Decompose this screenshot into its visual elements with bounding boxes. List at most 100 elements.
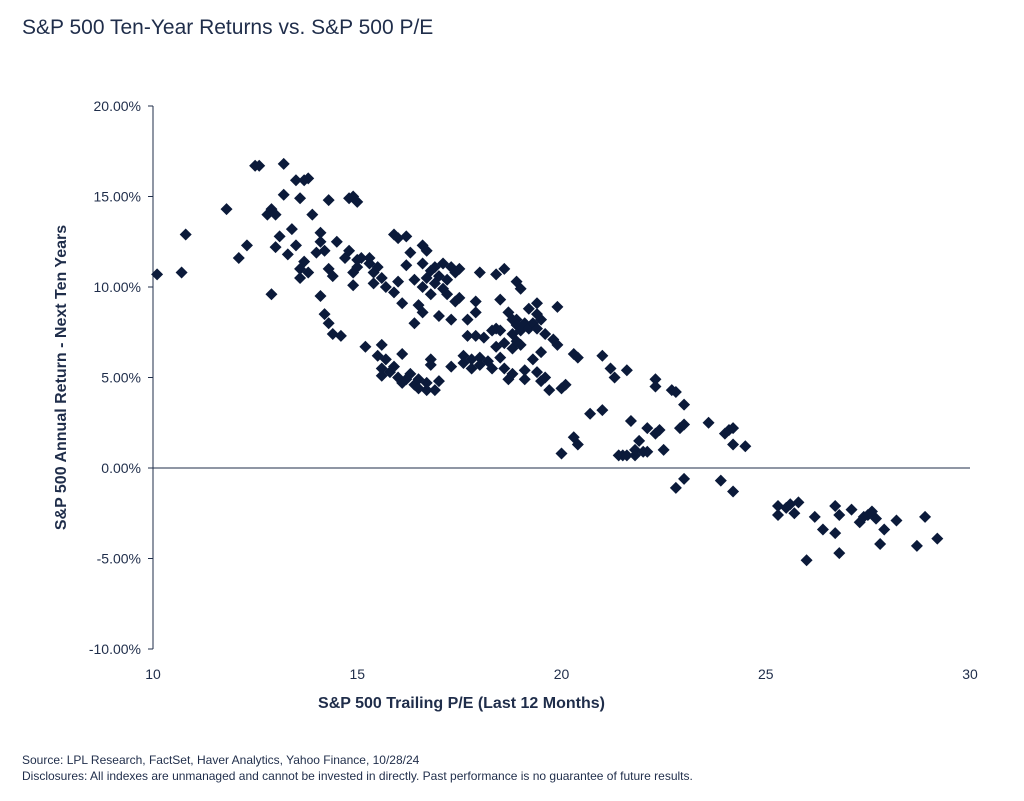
- data-point-diamond: [910, 539, 923, 552]
- data-point-diamond: [388, 286, 401, 299]
- data-point-diamond: [530, 297, 543, 310]
- source-note: Source: LPL Research, FactSet, Haver Ana…: [22, 753, 420, 767]
- x-tick-group: 10 15 20 25 30: [145, 666, 978, 682]
- data-point-diamond: [347, 279, 360, 292]
- data-point-diamond: [514, 338, 527, 351]
- data-point-diamond: [269, 241, 282, 254]
- data-point-diamond: [490, 268, 503, 281]
- data-point-diamond: [714, 474, 727, 487]
- data-point-diamond: [269, 208, 282, 221]
- data-point-diamond: [678, 398, 691, 411]
- data-point-diamond: [428, 384, 441, 397]
- data-point-diamond: [441, 273, 454, 286]
- data-point-diamond: [596, 404, 609, 417]
- axes: [152, 106, 970, 649]
- data-point-diamond: [739, 440, 752, 453]
- data-point-diamond: [816, 523, 829, 536]
- data-point-diamond: [874, 538, 887, 551]
- data-point-diamond: [408, 317, 421, 330]
- data-point-diamond: [526, 353, 539, 366]
- data-point-diamond: [441, 288, 454, 301]
- data-point-diamond: [453, 262, 466, 275]
- data-point-diamond: [604, 362, 617, 375]
- data-point-diamond: [351, 195, 364, 208]
- data-point-diamond: [535, 313, 548, 326]
- data-point-diamond: [559, 378, 572, 391]
- data-point-diamond: [424, 288, 437, 301]
- data-point-diamond: [571, 438, 584, 451]
- data-point-diamond: [424, 358, 437, 371]
- data-point-diamond: [514, 282, 527, 295]
- data-point-diamond: [530, 366, 543, 379]
- data-point-diamond: [678, 418, 691, 431]
- data-point-diamond: [375, 271, 388, 284]
- data-point-diamond: [412, 382, 425, 395]
- data-point-diamond: [281, 248, 294, 261]
- data-point-diamond: [649, 373, 662, 386]
- data-point-diamond: [669, 385, 682, 398]
- data-point-diamond: [367, 277, 380, 290]
- data-point-diamond: [641, 422, 654, 435]
- data-point-diamond: [829, 500, 842, 513]
- data-point-diamond: [518, 364, 531, 377]
- data-point-diamond: [232, 252, 245, 265]
- data-point-diamond: [502, 373, 515, 386]
- data-point-diamond: [530, 322, 543, 335]
- data-point-diamond: [522, 302, 535, 315]
- data-point-diamond: [555, 447, 568, 460]
- y-tick-label: 5.00%: [101, 370, 141, 386]
- data-point-diamond: [727, 485, 740, 498]
- data-point-diamond: [314, 226, 327, 239]
- data-point-diamond: [400, 259, 413, 272]
- data-point-diamond: [396, 297, 409, 310]
- data-point-diamond: [571, 351, 584, 364]
- data-point-diamond: [641, 445, 654, 458]
- data-point-diamond: [318, 308, 331, 321]
- data-point-diamond: [326, 270, 339, 283]
- data-point-diamond: [461, 313, 474, 326]
- data-point-diamond: [551, 300, 564, 313]
- data-point-diamond: [298, 255, 311, 268]
- data-point-diamond: [518, 373, 531, 386]
- data-point-diamond: [253, 159, 266, 172]
- data-point-diamond: [784, 498, 797, 511]
- data-point-diamond: [890, 514, 903, 527]
- data-point-diamond: [420, 244, 433, 257]
- data-point-diamond: [624, 414, 637, 427]
- data-point-diamond: [878, 523, 891, 536]
- data-point-diamond: [273, 230, 286, 243]
- data-point-diamond: [404, 246, 417, 259]
- data-point-diamond: [375, 338, 388, 351]
- data-point-diamond: [420, 376, 433, 389]
- data-point-diamond: [792, 496, 805, 509]
- x-tick-label: 20: [554, 666, 570, 682]
- data-point-diamond: [596, 349, 609, 362]
- data-point-diamond: [416, 306, 429, 319]
- data-point-diamond: [151, 268, 164, 281]
- y-tick-label: 10.00%: [94, 279, 141, 295]
- data-point-diamond: [314, 290, 327, 303]
- data-point-diamond: [657, 443, 670, 456]
- data-point-diamond: [379, 281, 392, 293]
- data-point-diamond: [620, 364, 633, 377]
- data-point-diamond: [469, 329, 482, 342]
- data-point-diamond: [502, 306, 515, 319]
- disclosure-note: Disclosures: All indexes are unmanaged a…: [22, 769, 693, 783]
- data-point-diamond: [175, 266, 188, 279]
- data-point-diamond: [306, 208, 319, 221]
- y-tick-group: 20.00% 15.00% 10.00% 5.00% 0.00% -5.00% -10.00…: [89, 98, 153, 657]
- data-point-diamond: [494, 351, 507, 364]
- data-point-diamond: [302, 266, 315, 279]
- data-point-diamond: [322, 317, 335, 330]
- data-point-diamond: [494, 324, 507, 337]
- y-tick-label: 20.00%: [94, 98, 141, 114]
- data-point-diamond: [870, 512, 883, 525]
- data-point-diamond: [371, 261, 384, 274]
- x-tick-label: 10: [145, 666, 161, 682]
- data-point-diamond: [285, 223, 298, 236]
- data-point-diamond: [408, 273, 421, 286]
- data-point-diamond: [351, 261, 364, 274]
- data-point-diamond: [800, 554, 813, 567]
- y-tick-label: 15.00%: [94, 189, 141, 205]
